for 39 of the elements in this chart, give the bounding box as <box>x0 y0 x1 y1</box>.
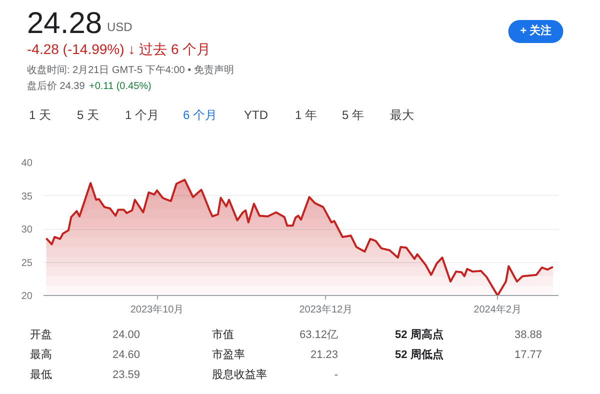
text: 盘后价 24.39 <box>27 81 85 93</box>
y-tick-label: 40 <box>21 158 33 169</box>
text: 24.00 <box>112 329 140 342</box>
text: 最低 <box>30 369 52 382</box>
x-tick-label: 2023年10月 <box>130 304 184 316</box>
text: 21.23 <box>310 349 338 362</box>
text: 市盈率 <box>212 349 245 362</box>
text: 最大 <box>390 108 414 122</box>
text: 1 个月 <box>124 108 160 122</box>
y-tick-label: 35 <box>21 191 33 202</box>
text: 股息收益率 <box>212 369 267 382</box>
text: - <box>334 369 338 382</box>
text: 最高 <box>30 349 52 362</box>
x-tick-label: 2023年12月 <box>299 304 353 316</box>
y-tick-label: 20 <box>21 291 33 302</box>
text: 63.12亿 <box>299 329 338 342</box>
text: 52 周高点 <box>395 329 444 342</box>
text: 1 天 <box>28 108 52 122</box>
text: -4.28 (-14.99%) ↓ 过去 6 个月 <box>27 41 211 58</box>
text: 收盘时间: 2月21日 GMT-5 下午4:00 • 免责声明 <box>27 65 234 77</box>
y-tick-label: 30 <box>21 224 33 236</box>
text: 5 年 <box>342 108 364 122</box>
text: 38.88 <box>514 329 542 342</box>
text: 23.59 <box>112 369 140 382</box>
text: YTD <box>244 108 268 122</box>
text: 开盘 <box>30 329 52 342</box>
text: 6 个月 <box>182 108 218 122</box>
text: + 关注 <box>508 20 564 44</box>
text: 52 周低点 <box>395 349 444 362</box>
x-tick-label: 2024年2月 <box>474 304 522 316</box>
text: 5 天 <box>76 108 100 122</box>
y-tick-label: 25 <box>21 258 33 269</box>
text: +0.11 (0.45%) <box>89 81 152 93</box>
text: 24.60 <box>112 349 140 362</box>
text: 市值 <box>212 329 234 342</box>
text: 1 年 <box>294 108 318 122</box>
text: USD <box>107 20 132 34</box>
text: 24.28 <box>27 6 102 42</box>
text: 17.77 <box>514 349 542 362</box>
